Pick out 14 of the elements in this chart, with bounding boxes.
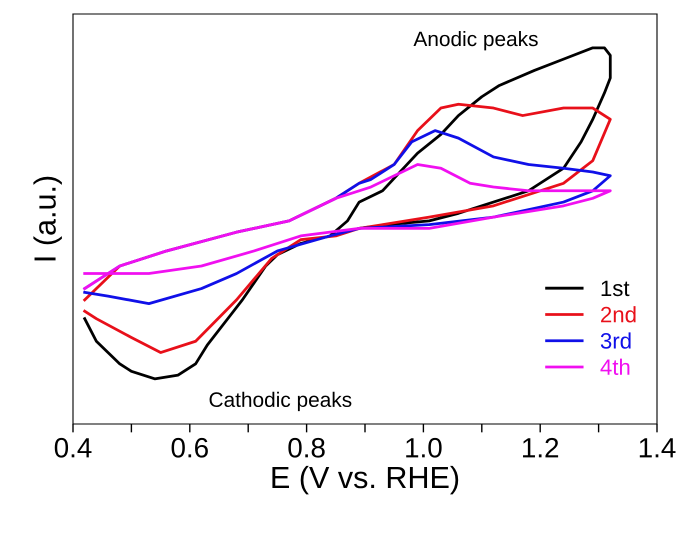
x-tick-label: 0.4 xyxy=(54,438,92,458)
x-tick-label: 1.4 xyxy=(640,438,676,458)
annotation: Anodic peaks xyxy=(413,30,538,50)
legend-label: 3rd xyxy=(600,332,631,349)
x-tick-label: 1.0 xyxy=(406,438,442,458)
legend-label: 4th xyxy=(600,358,630,375)
x-tick-label: 0.8 xyxy=(288,438,325,458)
legend-label: 2nd xyxy=(601,306,636,322)
x-tick-label: 0.6 xyxy=(172,438,208,458)
y-axis-title: I (a.u.) xyxy=(33,176,62,260)
x-tick-label: 1.2 xyxy=(523,438,558,458)
legend-label: 1st xyxy=(602,280,630,296)
annotation: Cathodic peaks xyxy=(210,392,352,412)
x-axis-title: E (V vs. RHE) xyxy=(272,466,458,494)
